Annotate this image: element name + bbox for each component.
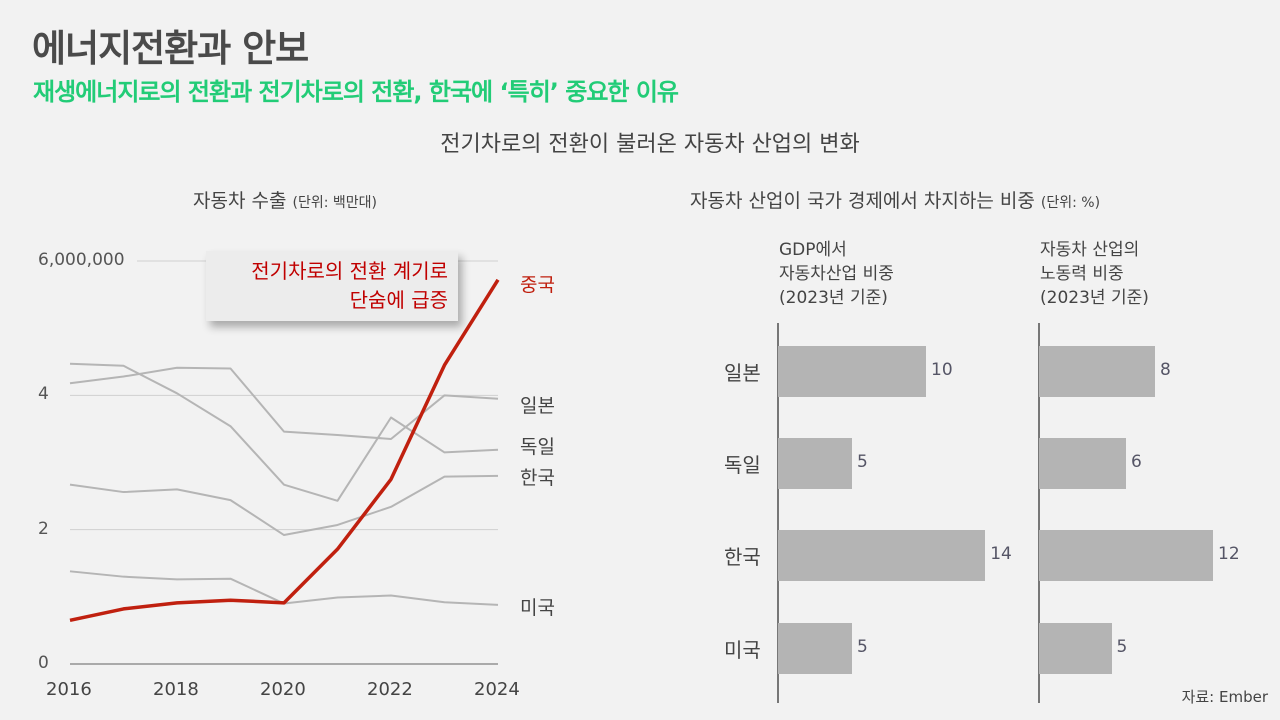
x-tick-label: 2016: [46, 679, 92, 700]
series-line-독일: [69, 362, 499, 502]
bar-value-label: 5: [1116, 637, 1128, 657]
bar-column-header-gdp: GDP에서 자동차산업 비중 (2023년 기준): [779, 238, 894, 310]
bar-value-label: 8: [1160, 360, 1171, 380]
y-tick-label: 4: [38, 384, 49, 405]
bar-axis-labor: [1038, 323, 1040, 703]
bar: [778, 623, 852, 674]
bar-axis-gdp: [777, 323, 779, 703]
header-line: 자동차 산업의: [1040, 240, 1140, 260]
bar-value-label: 10: [931, 360, 953, 380]
bar: [778, 438, 852, 489]
bar-value-label: 5: [857, 452, 868, 472]
series-label: 일본: [520, 395, 555, 417]
header-line: 노동력 비중: [1040, 264, 1124, 284]
x-tick-label: 2020: [260, 679, 306, 700]
header-line: (2023년 기준): [1040, 288, 1149, 308]
header-line: (2023년 기준): [779, 288, 888, 308]
header-line: 자동차산업 비중: [779, 264, 894, 284]
section-title: 전기차로의 전환이 불러온 자동차 산업의 변화: [440, 132, 860, 157]
series-line-미국: [69, 570, 499, 606]
page-title: 에너지전환과 안보: [32, 27, 309, 70]
bar-value-label: 14: [990, 544, 1012, 564]
annotation-line-1: 전기차로의 전환 계기로: [251, 259, 448, 283]
header-line: GDP에서: [779, 240, 847, 260]
bar: [1039, 438, 1126, 489]
bar-chart-title-text: 자동차 산업이 국가 경제에서 차지하는 비중: [690, 190, 1035, 212]
bar-chart-unit: (단위: %): [1040, 195, 1101, 211]
bar: [778, 530, 986, 581]
category-label: 한국: [724, 545, 761, 569]
bar: [1039, 623, 1112, 674]
bar-chart-title: 자동차 산업이 국가 경제에서 차지하는 비중 (단위: %): [690, 186, 1100, 213]
bar-value-label: 6: [1131, 452, 1142, 472]
line-chart-unit: (단위: 백만대): [292, 195, 378, 211]
bar: [1039, 346, 1155, 397]
category-label: 독일: [724, 453, 761, 477]
series-label: 독일: [520, 436, 555, 458]
series-line-한국: [69, 474, 499, 537]
line-chart-title-text: 자동차 수출: [193, 190, 287, 212]
series-line-일본: [69, 366, 499, 440]
series-line-중국: [69, 278, 500, 623]
line-chart-title: 자동차 수출 (단위: 백만대): [193, 186, 377, 213]
category-label: 미국: [724, 638, 761, 662]
page-subtitle: 재생에너지로의 전환과 전기차로의 전환, 한국에 ‘특히’ 중요한 이유: [33, 78, 679, 106]
category-label: 일본: [724, 361, 761, 385]
annotation-line-2: 단숨에 급증: [349, 288, 448, 312]
x-tick-label: 2024: [474, 679, 520, 700]
x-tick-label: 2018: [153, 679, 199, 700]
series-label: 한국: [520, 467, 555, 489]
bar-column-header-labor: 자동차 산업의 노동력 비중 (2023년 기준): [1040, 238, 1149, 310]
series-label: 중국: [520, 274, 555, 296]
bar: [1039, 530, 1213, 581]
y-tick-label: 0: [38, 653, 49, 673]
y-tick-label: 2: [38, 518, 49, 539]
x-tick-label: 2022: [367, 679, 413, 700]
bar: [778, 346, 926, 397]
bar-value-label: 12: [1218, 544, 1240, 564]
y-tick-label: 6,000,000: [38, 250, 125, 270]
chart-annotation: 전기차로의 전환 계기로 단숨에 급증: [206, 251, 458, 321]
source-note: 자료: Ember: [1181, 688, 1268, 706]
series-label: 미국: [520, 597, 555, 619]
bar-value-label: 5: [857, 637, 868, 657]
